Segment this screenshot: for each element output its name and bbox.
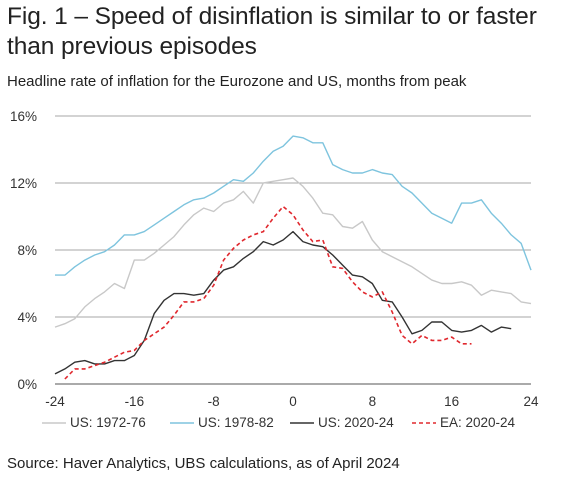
chart-subtitle: Headline rate of inflation for the Euroz… — [7, 73, 467, 90]
legend: US: 1972-76 US: 1978-82 US: 2020-24 EA: 202… — [42, 415, 516, 430]
x-tick-label: -8 — [208, 394, 220, 409]
series-line-us-1972-76 — [54, 177, 532, 328]
x-tick-label: -16 — [125, 394, 145, 409]
x-tick-label: -24 — [45, 394, 65, 409]
series-line-ea-2020-24 — [64, 205, 472, 380]
x-tick-labels: -24 -16 -8 0 8 16 24 — [45, 394, 539, 409]
legend-label: US: 1972-76 — [70, 415, 146, 430]
series-line-us-1978-82 — [55, 135, 532, 276]
y-tick-label: 4% — [17, 310, 37, 325]
legend-label: EA: 2020-24 — [440, 415, 516, 430]
x-tick-label: 24 — [523, 394, 539, 409]
series-line-us-2020-24 — [54, 230, 512, 375]
inflation-line-chart: 0%4%8%12%16% -24 -16 -8 0 8 16 24 US: 1972-76 U… — [10, 109, 539, 430]
chart-title: Fig. 1 – Speed of disinflation is simila… — [7, 3, 537, 60]
x-tick-label: 8 — [369, 394, 377, 409]
legend-label: US: 1978-82 — [198, 415, 274, 430]
legend-label: US: 2020-24 — [318, 415, 394, 430]
y-tick-label: 12% — [10, 176, 37, 191]
x-tick-label: 16 — [444, 394, 459, 409]
y-tick-labels: 0% 4% 8% 12% 16% — [10, 109, 37, 392]
y-tick-label: 8% — [17, 243, 37, 258]
y-tick-label: 0% — [17, 377, 37, 392]
source-note: Source: Haver Analytics, UBS calculation… — [7, 455, 400, 472]
series-lines — [54, 135, 532, 380]
y-tick-label: 16% — [10, 109, 37, 124]
y-gridlines — [55, 115, 531, 385]
x-tick-label: 0 — [289, 394, 297, 409]
